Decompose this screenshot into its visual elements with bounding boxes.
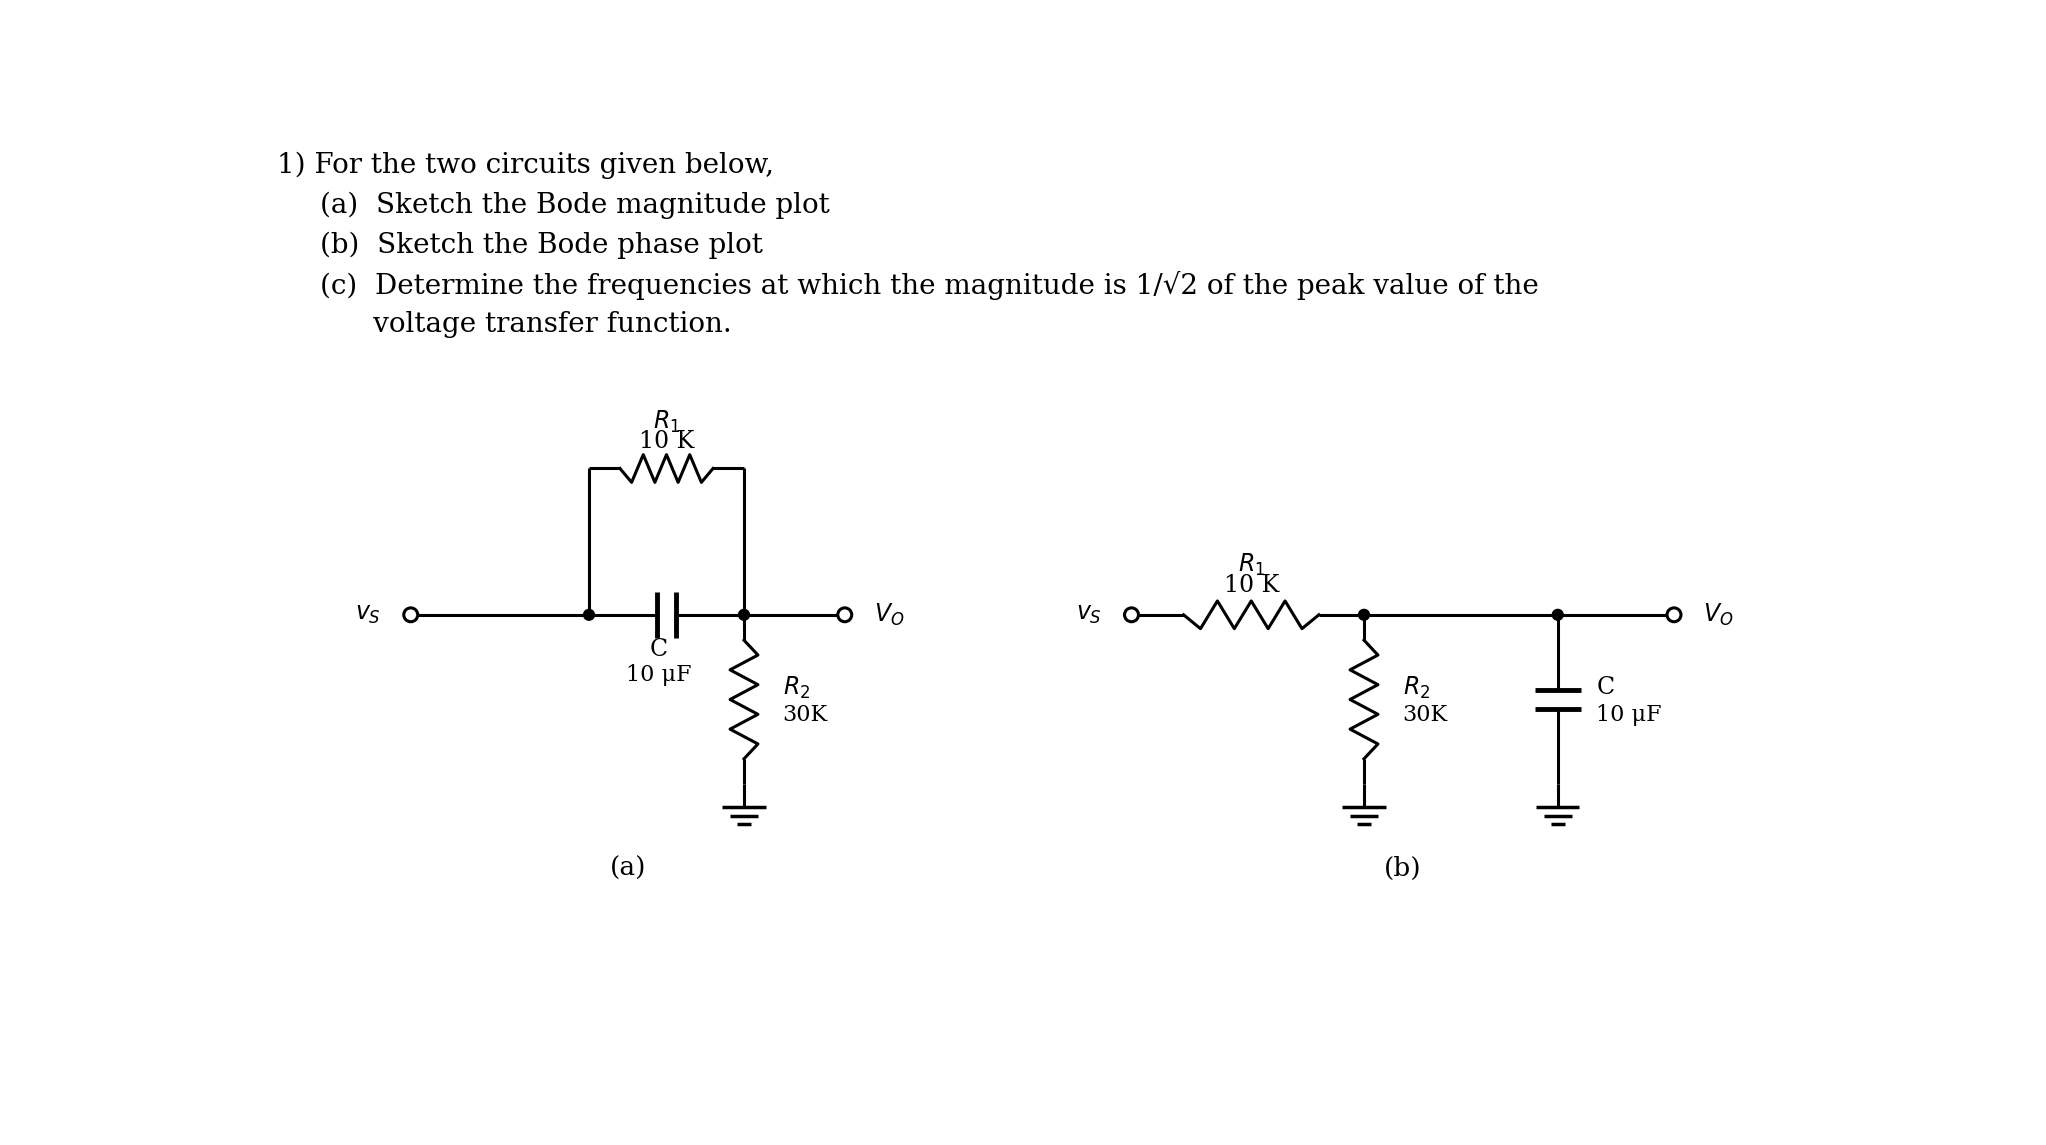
Circle shape	[1553, 609, 1563, 621]
Text: (b)  Sketch the Bode phase plot: (b) Sketch the Bode phase plot	[319, 231, 763, 259]
Text: $v_S$: $v_S$	[356, 603, 381, 626]
Text: (c)  Determine the frequencies at which the magnitude is 1/√2 of the peak value : (c) Determine the frequencies at which t…	[319, 271, 1539, 300]
Text: 30K: 30K	[784, 704, 829, 726]
Text: $R_2$: $R_2$	[784, 674, 810, 701]
Text: 10 μF: 10 μF	[626, 664, 692, 686]
Text: $V_O$: $V_O$	[1704, 602, 1733, 627]
Circle shape	[1359, 609, 1369, 621]
Text: 30K: 30K	[1404, 704, 1449, 726]
Text: 10 K: 10 K	[1224, 574, 1279, 597]
Text: 10 K: 10 K	[638, 431, 694, 453]
Circle shape	[1667, 608, 1682, 622]
Text: (a)  Sketch the Bode magnitude plot: (a) Sketch the Bode magnitude plot	[319, 191, 831, 219]
Text: (b): (b)	[1383, 856, 1422, 882]
Text: voltage transfer function.: voltage transfer function.	[319, 311, 732, 339]
Text: 1) For the two circuits given below,: 1) For the two circuits given below,	[278, 151, 775, 179]
Circle shape	[739, 609, 749, 621]
Text: $V_O$: $V_O$	[874, 602, 904, 627]
Text: $R_1$: $R_1$	[1238, 552, 1264, 578]
Text: $R_1$: $R_1$	[653, 409, 679, 435]
Text: (a): (a)	[610, 856, 647, 882]
Text: $v_S$: $v_S$	[1076, 603, 1103, 626]
Circle shape	[583, 609, 595, 621]
Circle shape	[837, 608, 851, 622]
Circle shape	[1125, 608, 1138, 622]
Text: $R_2$: $R_2$	[1404, 674, 1430, 701]
Text: C: C	[1596, 677, 1614, 700]
Circle shape	[403, 608, 417, 622]
Text: C: C	[651, 638, 667, 661]
Text: 10 μF: 10 μF	[1596, 704, 1661, 726]
